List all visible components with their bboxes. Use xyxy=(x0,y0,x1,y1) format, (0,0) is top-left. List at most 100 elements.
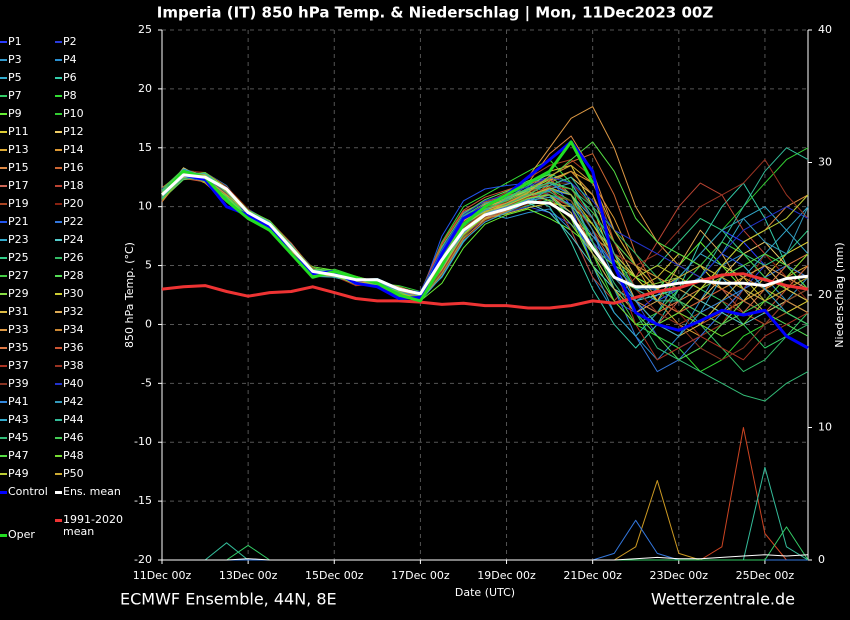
x-tick-label: 11Dec 00z xyxy=(133,569,192,582)
legend-swatch xyxy=(0,401,7,403)
legend-entry: P3 xyxy=(0,54,22,66)
precip-line xyxy=(162,480,808,561)
legend-swatch xyxy=(55,401,62,403)
legend-label: P7 xyxy=(8,89,22,102)
member-line xyxy=(161,168,809,325)
legend-entry: P17 xyxy=(0,180,29,192)
legend-swatch xyxy=(0,77,7,79)
member-line xyxy=(161,174,809,292)
legend-entry: P46 xyxy=(55,432,84,444)
legend-label: P50 xyxy=(63,467,84,480)
legend-label: P18 xyxy=(63,179,84,192)
legend-label: P3 xyxy=(8,53,22,66)
legend-entry: P23 xyxy=(0,234,29,246)
member-line xyxy=(161,169,809,325)
legend-swatch xyxy=(0,275,7,277)
legend-label: P13 xyxy=(8,143,29,156)
legend-entry: P18 xyxy=(55,180,84,192)
legend-swatch xyxy=(0,149,7,151)
legend-swatch xyxy=(0,365,7,367)
legend-label: 1991-2020 mean xyxy=(63,513,123,538)
legend-entry: P21 xyxy=(0,216,29,228)
legend-label: P29 xyxy=(8,287,29,300)
legend-swatch xyxy=(55,149,62,151)
precip-line xyxy=(162,427,808,561)
legend-entry: P2 xyxy=(55,36,77,48)
legend-label: P9 xyxy=(8,107,22,120)
member-line xyxy=(161,174,809,314)
legend-label: P39 xyxy=(8,377,29,390)
legend-label: P8 xyxy=(63,89,77,102)
legend-entry: P6 xyxy=(55,72,77,84)
legend-swatch xyxy=(55,455,62,457)
legend-entry: P13 xyxy=(0,144,29,156)
y2-tick-label: 20 xyxy=(818,288,832,301)
legend-entry: P49 xyxy=(0,468,29,480)
legend-entry: P11 xyxy=(0,126,29,138)
footer-right: Wetterzentrale.de xyxy=(651,590,795,609)
legend-entry: P40 xyxy=(55,378,84,390)
legend-swatch xyxy=(0,293,7,295)
legend-label: P2 xyxy=(63,35,77,48)
legend-label: P43 xyxy=(8,413,29,426)
legend-label: P6 xyxy=(63,71,77,84)
legend-label: P34 xyxy=(63,323,84,336)
legend-entry: P35 xyxy=(0,342,29,354)
y2-tick-label: 10 xyxy=(818,421,832,434)
legend-entry: P50 xyxy=(55,468,84,480)
legend-entry: P12 xyxy=(55,126,84,138)
legend-entry: P10 xyxy=(55,108,84,120)
legend-entry: P47 xyxy=(0,450,29,462)
legend-swatch xyxy=(0,383,7,385)
legend-swatch xyxy=(0,257,7,259)
x-axis-label: Date (UTC) xyxy=(455,586,515,599)
legend-label: Ens. mean xyxy=(63,485,121,498)
legend-label: P33 xyxy=(8,323,29,336)
legend-label: P23 xyxy=(8,233,29,246)
legend-swatch xyxy=(55,257,62,259)
member-line xyxy=(161,168,809,325)
legend-swatch xyxy=(55,185,62,187)
legend-entry: P34 xyxy=(55,324,84,336)
legend-label: P44 xyxy=(63,413,84,426)
legend-label: P24 xyxy=(63,233,84,246)
highlight-line xyxy=(160,173,809,296)
y2-tick-label: 0 xyxy=(818,553,825,566)
legend-swatch xyxy=(0,437,7,439)
legend-swatch xyxy=(55,203,62,205)
legend-entry: P27 xyxy=(0,270,29,282)
legend-swatch xyxy=(55,347,62,349)
legend-swatch xyxy=(0,167,7,169)
y-tick-label: -15 xyxy=(134,494,152,507)
legend-swatch xyxy=(55,293,62,295)
x-tick-label: 13Dec 00z xyxy=(219,569,278,582)
chart-title: Imperia (IT) 850 hPa Temp. & Niederschla… xyxy=(157,4,714,23)
legend-label: P5 xyxy=(8,71,22,84)
member-line xyxy=(161,159,809,296)
member-line xyxy=(161,153,809,325)
y-tick-label: 10 xyxy=(138,200,152,213)
x-tick-label: 19Dec 00z xyxy=(477,569,536,582)
legend-label: P30 xyxy=(63,287,84,300)
legend-entry: P20 xyxy=(55,198,84,210)
legend-label: P27 xyxy=(8,269,29,282)
highlight-line xyxy=(160,140,595,303)
legend-swatch xyxy=(0,311,7,313)
legend-swatch xyxy=(55,59,62,61)
legend-label: P37 xyxy=(8,359,29,372)
x-tick-label: 17Dec 00z xyxy=(391,569,450,582)
legend-label: P20 xyxy=(63,197,84,210)
precip-line xyxy=(162,466,809,561)
legend-swatch xyxy=(55,311,62,313)
legend-swatch xyxy=(0,221,7,223)
legend-swatch xyxy=(55,275,62,277)
legend-entry: P28 xyxy=(55,270,84,282)
highlight-line xyxy=(161,272,809,310)
legend-swatch xyxy=(55,221,62,223)
legend-swatch xyxy=(55,437,62,439)
legend-entry: 1991-2020 mean xyxy=(55,514,123,538)
legend-swatch xyxy=(0,239,7,241)
y-tick-label: 25 xyxy=(138,23,152,36)
legend-swatch xyxy=(55,239,62,241)
